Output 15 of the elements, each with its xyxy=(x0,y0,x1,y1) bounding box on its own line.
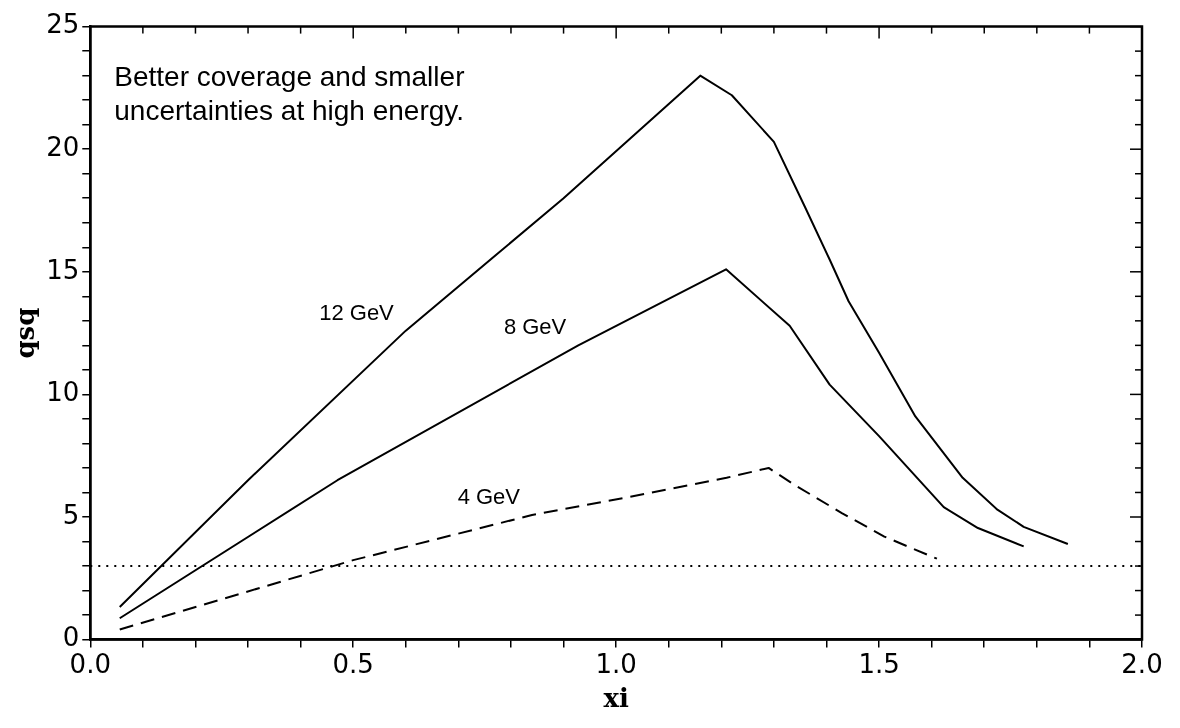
series-label: 8 GeV xyxy=(503,314,567,340)
x-tick-label: 1.0 xyxy=(595,648,637,679)
y-tick-label: 25 xyxy=(46,9,80,40)
series-label: 12 GeV xyxy=(319,299,395,325)
y-tick-label: 5 xyxy=(62,499,80,530)
x-tick-label: 1.5 xyxy=(858,648,900,679)
y-tick-label: 10 xyxy=(46,377,80,408)
series-label: 4 GeV xyxy=(457,484,521,510)
y-axis-title: qsq xyxy=(10,307,41,359)
y-tick-label: 20 xyxy=(46,131,80,162)
annotation: Better coverage and smaller uncertainties at high energy. xyxy=(114,61,465,127)
x-tick-label: 0.5 xyxy=(332,648,374,679)
x-axis-title: xi xyxy=(603,683,629,714)
y-tick-label: 15 xyxy=(46,254,80,285)
x-tick-label: 2.0 xyxy=(1121,648,1163,679)
